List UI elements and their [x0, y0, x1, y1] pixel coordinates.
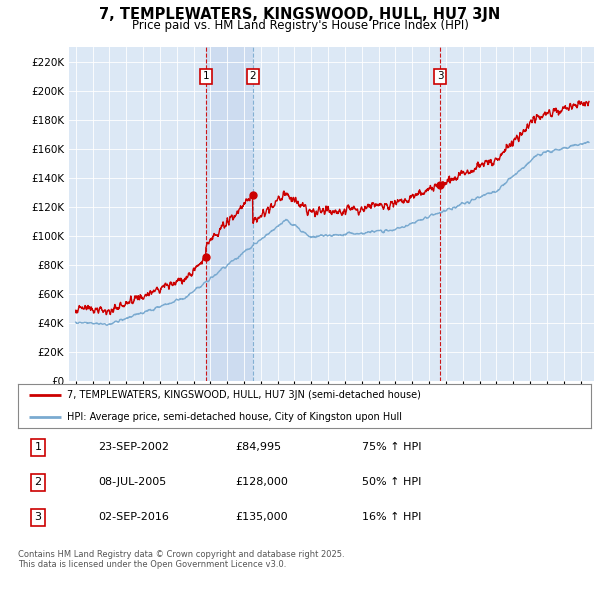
- Text: 75% ↑ HPI: 75% ↑ HPI: [362, 442, 421, 453]
- Text: Contains HM Land Registry data © Crown copyright and database right 2025.
This d: Contains HM Land Registry data © Crown c…: [18, 550, 344, 569]
- Text: 23-SEP-2002: 23-SEP-2002: [98, 442, 169, 453]
- Text: 7, TEMPLEWATERS, KINGSWOOD, HULL, HU7 3JN: 7, TEMPLEWATERS, KINGSWOOD, HULL, HU7 3J…: [100, 7, 500, 22]
- Text: £128,000: £128,000: [236, 477, 289, 487]
- Text: 1: 1: [35, 442, 41, 453]
- Text: 1: 1: [202, 71, 209, 81]
- Text: 50% ↑ HPI: 50% ↑ HPI: [362, 477, 421, 487]
- Text: 08-JUL-2005: 08-JUL-2005: [98, 477, 166, 487]
- Text: 3: 3: [437, 71, 443, 81]
- Text: £135,000: £135,000: [236, 512, 289, 522]
- Text: 16% ↑ HPI: 16% ↑ HPI: [362, 512, 421, 522]
- Text: 2: 2: [34, 477, 41, 487]
- Bar: [206, 47, 253, 381]
- Text: 2: 2: [250, 71, 256, 81]
- Text: £84,995: £84,995: [236, 442, 282, 453]
- Text: Price paid vs. HM Land Registry's House Price Index (HPI): Price paid vs. HM Land Registry's House …: [131, 19, 469, 32]
- Text: HPI: Average price, semi-detached house, City of Kingston upon Hull: HPI: Average price, semi-detached house,…: [67, 412, 402, 422]
- Text: 3: 3: [35, 512, 41, 522]
- Text: 02-SEP-2016: 02-SEP-2016: [98, 512, 169, 522]
- Text: 7, TEMPLEWATERS, KINGSWOOD, HULL, HU7 3JN (semi-detached house): 7, TEMPLEWATERS, KINGSWOOD, HULL, HU7 3J…: [67, 391, 421, 401]
